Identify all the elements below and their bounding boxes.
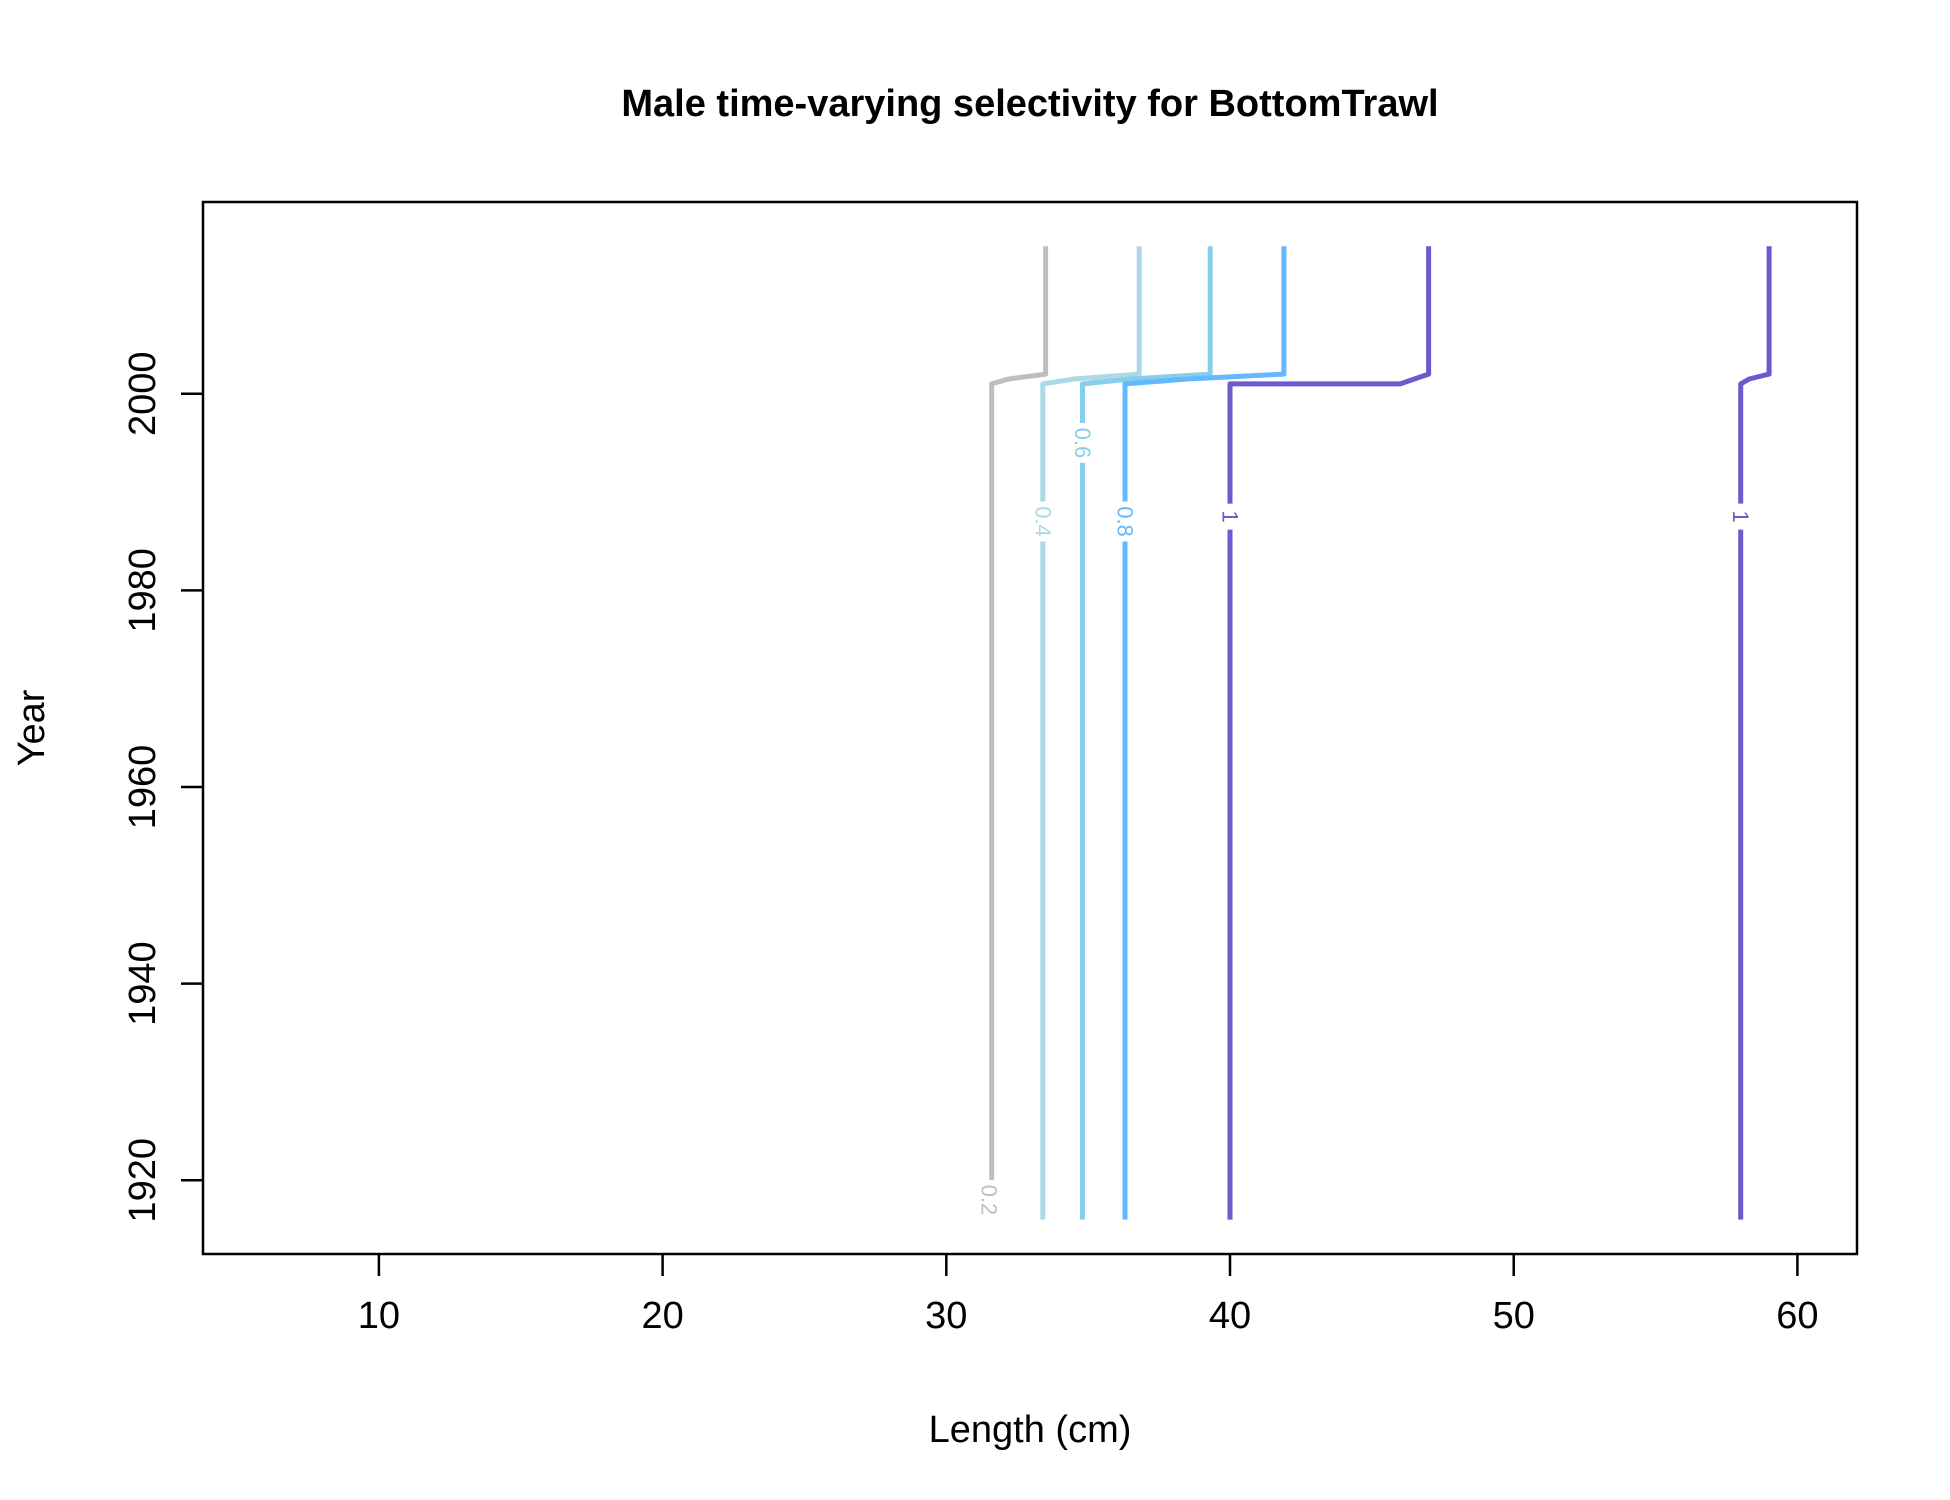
chart-title: Male time-varying selectivity for Bottom… [621,83,1438,125]
y-tick-label-1980: 1980 [122,548,164,633]
x-tick-label-30: 30 [925,1295,967,1337]
y-axis-label: Year [11,689,53,766]
contour-label-gap-4 [1222,503,1239,530]
x-tick-label-10: 10 [358,1295,400,1337]
contour-line-1 [1040,246,1142,1220]
x-tick-label-20: 20 [641,1295,683,1337]
contour-line-2 [1080,246,1213,1220]
contour-label-0: 0.2 [976,1185,1001,1216]
contour-label-5: 1 [1728,510,1753,522]
contour-line-3 [1122,246,1287,1220]
y-tick-label-1940: 1940 [122,941,164,1026]
y-axis: 1920 1940 1960 1980 2000 [122,351,203,1223]
contour-line-0 [989,246,1049,1220]
x-tick-label-60: 60 [1776,1295,1818,1337]
contour-line-5 [1738,246,1772,1220]
x-axis: 10 20 30 40 50 60 [358,1254,1819,1337]
contour-label-gap-3 [1117,501,1134,542]
y-tick-label-1920: 1920 [122,1138,164,1223]
contour-label-4: 1 [1218,510,1243,522]
y-tick-label-1960: 1960 [122,745,164,830]
plot-frame [201,200,1859,1256]
x-tick-label-40: 40 [1209,1295,1251,1337]
contour-label-gap-2 [1074,422,1091,463]
contour-label-gap-1 [1034,501,1051,542]
contour-labels: 0.2 0.4 0.6 0.8 1 1 [976,422,1753,1220]
contour-lines [989,246,1772,1220]
contour-label-1: 0.4 [1030,506,1055,537]
contour-label-gap-5 [1732,503,1749,530]
contour-label-2: 0.6 [1070,428,1095,459]
x-tick-label-50: 50 [1493,1295,1535,1337]
contour-label-gap-0 [980,1179,997,1220]
x-axis-label: Length (cm) [929,1409,1132,1451]
contour-line-4 [1227,246,1432,1220]
y-tick-label-2000: 2000 [122,351,164,436]
contour-label-3: 0.8 [1113,506,1138,537]
